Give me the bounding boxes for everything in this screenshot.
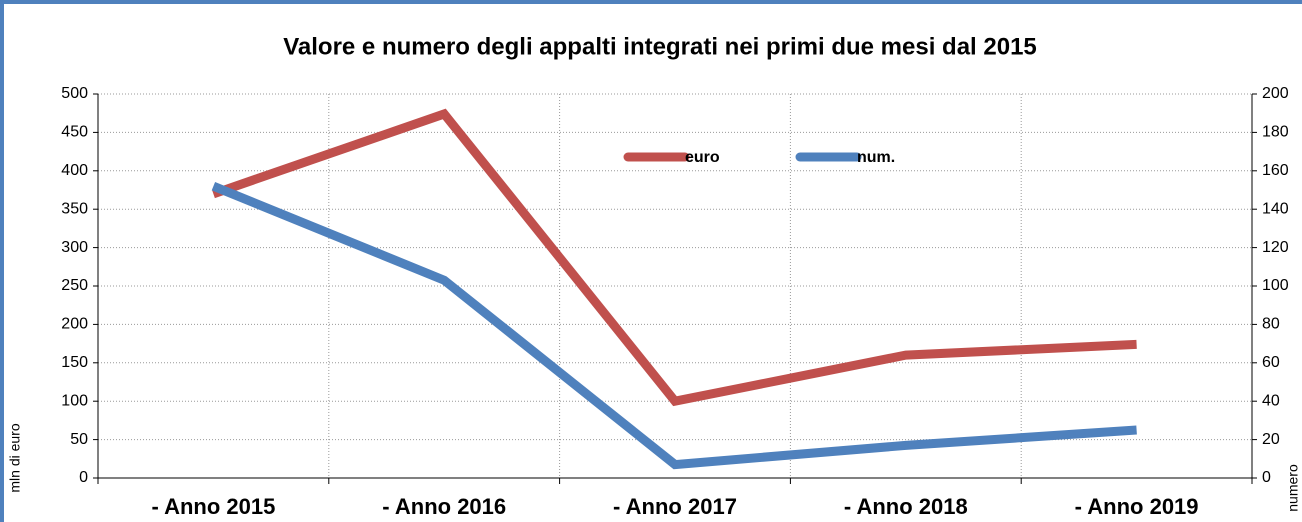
y-tick-label: 450 [61, 124, 88, 141]
y-tick-label: 0 [79, 469, 88, 486]
y2-tick-label: 60 [1262, 354, 1280, 371]
legend-label: euro [685, 149, 720, 166]
y-tick-label: 150 [61, 354, 88, 371]
y2-tick-label: 160 [1262, 162, 1289, 179]
chart-title: Valore e numero degli appalti integrati … [283, 33, 1037, 60]
x-tick-label: - Anno 2017 [613, 494, 737, 519]
y-tick-label: 400 [61, 162, 88, 179]
y2-tick-label: 140 [1262, 200, 1289, 217]
y2-tick-label: 0 [1262, 469, 1271, 486]
y2-tick-label: 200 [1262, 85, 1289, 102]
y-tick-label: 200 [61, 316, 88, 333]
y-tick-label: 250 [61, 277, 88, 294]
y2-tick-label: 20 [1262, 431, 1280, 448]
x-tick-label: - Anno 2015 [151, 494, 275, 519]
line-series [211, 108, 1137, 407]
y2-tick-label: 180 [1262, 124, 1289, 141]
x-tick-label: - Anno 2016 [382, 494, 506, 519]
y-tick-label: 50 [70, 431, 88, 448]
y2-tick-label: 40 [1262, 392, 1280, 409]
x-tick-label: - Anno 2019 [1075, 494, 1199, 519]
legend-label: num. [857, 149, 895, 166]
y-tick-label: 100 [61, 392, 88, 409]
line-series [211, 181, 1137, 470]
y-axis-label: mln di euro [7, 423, 23, 492]
y2-tick-label: 100 [1262, 277, 1289, 294]
y2-tick-label: 80 [1262, 316, 1280, 333]
y-tick-label: 300 [61, 239, 88, 256]
x-tick-label: - Anno 2018 [844, 494, 968, 519]
y2-tick-label: 120 [1262, 239, 1289, 256]
y2-axis-label: numero [1285, 464, 1301, 512]
y-tick-label: 500 [61, 85, 88, 102]
y-tick-label: 350 [61, 200, 88, 217]
